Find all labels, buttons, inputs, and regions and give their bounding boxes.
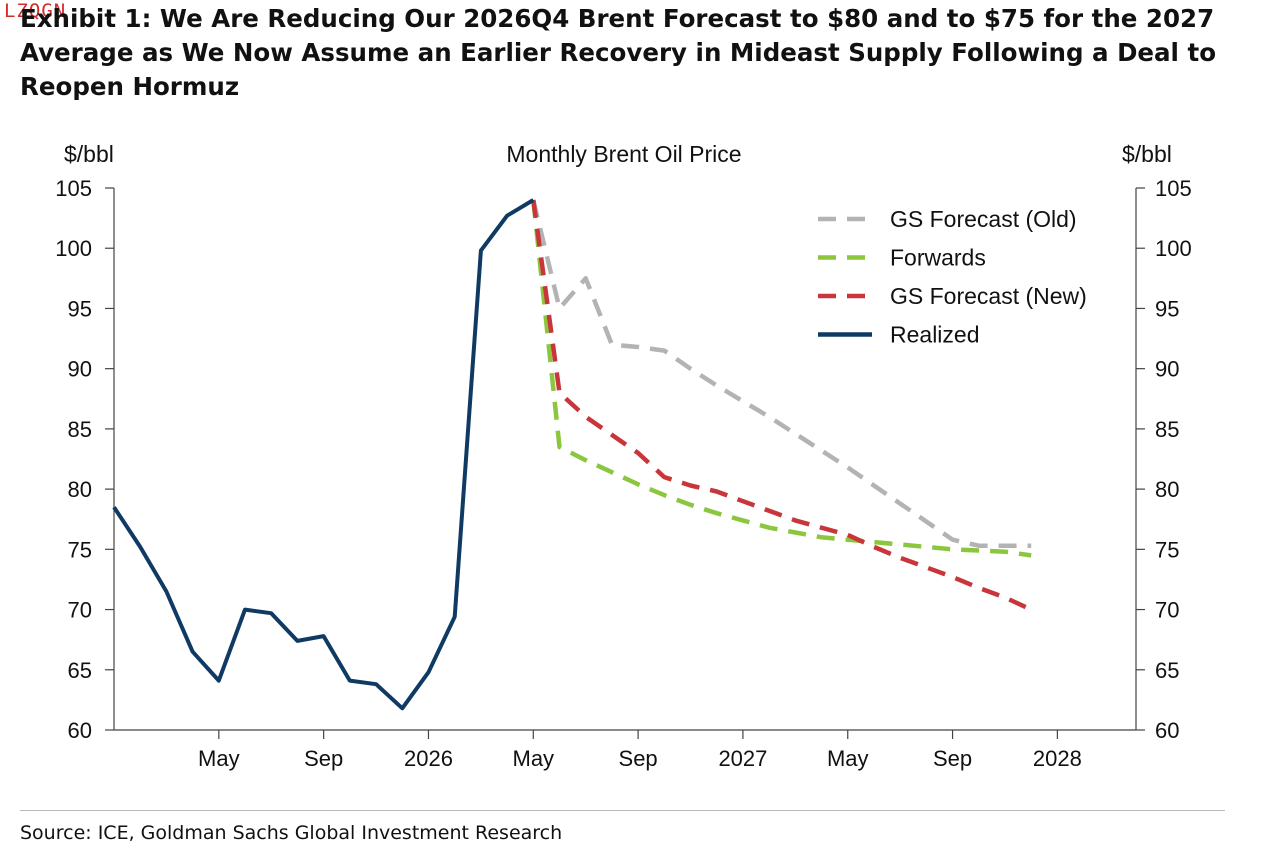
legend-label-realized: Realized bbox=[890, 322, 980, 348]
brent-price-chart: Monthly Brent Oil Price $/bbl $/bbl 60 60… bbox=[55, 141, 1191, 771]
x-tick-label: Sep bbox=[619, 746, 658, 771]
x-tick-label: May bbox=[827, 746, 869, 771]
series-line-forwards bbox=[531, 199, 1032, 558]
watermark-text: LZQGN bbox=[4, 0, 67, 22]
x-tick-label: Sep bbox=[933, 746, 972, 771]
legend: GS Forecast (Old) Forwards GS Forecast (Ne… bbox=[818, 206, 1087, 348]
right-y-tick-label: 85 bbox=[1155, 417, 1179, 442]
source-note: Source: ICE, Goldman Sachs Global Invest… bbox=[20, 822, 563, 844]
left-y-tick-label: 100 bbox=[55, 236, 92, 261]
x-tick-label: 2028 bbox=[1033, 746, 1082, 771]
series-line-gs-forecast-old bbox=[531, 199, 1032, 548]
right-y-tick-label: 95 bbox=[1155, 296, 1179, 321]
x-tick-label: May bbox=[513, 746, 555, 771]
left-y-tick-label: 90 bbox=[68, 357, 92, 382]
right-y-tick-label: 65 bbox=[1155, 658, 1179, 683]
left-axis-unit-label: $/bbl bbox=[64, 141, 114, 167]
right-y-tick-label: 90 bbox=[1155, 357, 1179, 382]
left-y-tick-label: 75 bbox=[68, 537, 92, 562]
left-y-tick-label: 95 bbox=[68, 296, 92, 321]
legend-label-gs-forecast-new: GS Forecast (New) bbox=[890, 283, 1087, 309]
exhibit-title: Exhibit 1: We Are Reducing Our 2026Q4 Br… bbox=[20, 4, 1217, 101]
footer-divider bbox=[20, 810, 1225, 811]
left-y-tick-label: 60 bbox=[68, 718, 92, 743]
right-y-tick-label: 75 bbox=[1155, 537, 1179, 562]
right-y-tick-label: 105 bbox=[1155, 176, 1192, 201]
x-tick-label: 2027 bbox=[718, 746, 767, 771]
chart-title: Monthly Brent Oil Price bbox=[506, 141, 741, 167]
legend-label-gs-forecast-old: GS Forecast (Old) bbox=[890, 206, 1077, 232]
left-y-tick-label: 105 bbox=[55, 176, 92, 201]
right-y-tick-label: 100 bbox=[1155, 236, 1192, 261]
x-tick-label: 2026 bbox=[404, 746, 453, 771]
axes-group: 60 60 65 65 70 70 75 75 80 80 85 85 90 90 95 95 100 100 10… bbox=[55, 176, 1191, 771]
right-y-tick-label: 60 bbox=[1155, 718, 1179, 743]
right-y-tick-label: 80 bbox=[1155, 477, 1179, 502]
right-y-tick-label: 70 bbox=[1155, 598, 1179, 623]
left-y-tick-label: 80 bbox=[68, 477, 92, 502]
right-axis-unit-label: $/bbl bbox=[1122, 141, 1172, 167]
x-tick-label: May bbox=[198, 746, 240, 771]
legend-label-forwards: Forwards bbox=[890, 245, 986, 271]
left-y-tick-label: 70 bbox=[68, 598, 92, 623]
left-y-tick-label: 65 bbox=[68, 658, 92, 683]
series-line-gs-forecast-new bbox=[531, 199, 1033, 612]
left-y-tick-label: 85 bbox=[68, 417, 92, 442]
x-tick-label: Sep bbox=[304, 746, 343, 771]
series-line-realized bbox=[112, 198, 535, 711]
series-layer bbox=[112, 198, 1033, 711]
